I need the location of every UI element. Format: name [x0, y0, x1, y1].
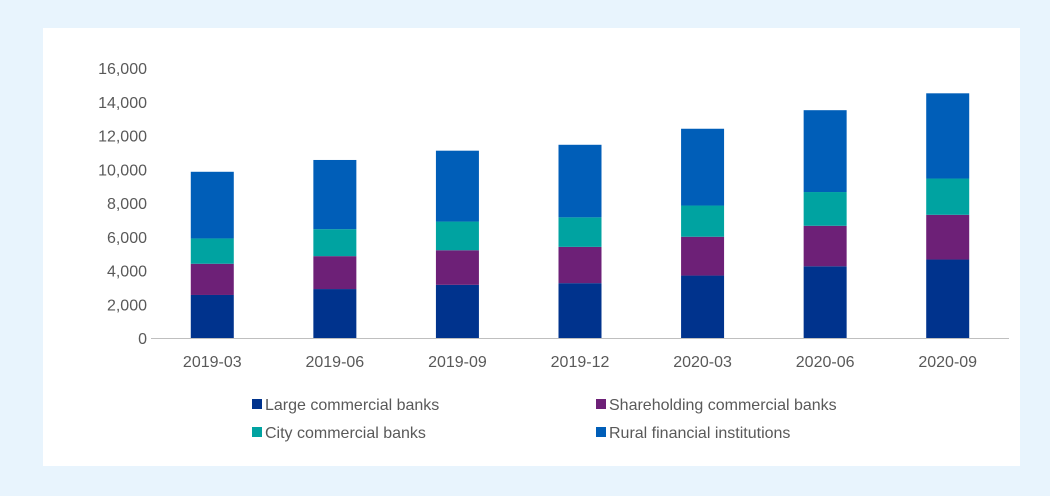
bar-segment-shareholding-commercial-banks	[558, 246, 602, 284]
bar-segment-shareholding-commercial-banks	[313, 256, 357, 290]
legend-label: Shareholding commercial banks	[609, 397, 837, 414]
bar-segment-rural-financial-institutions	[926, 93, 970, 179]
y-tick-label: 16,000	[98, 61, 147, 78]
bar-segment-rural-financial-institutions	[313, 159, 357, 230]
bar-segment-city-commercial-banks	[926, 178, 970, 215]
bar-segment-rural-financial-institutions	[435, 150, 479, 222]
bar-segment-shareholding-commercial-banks	[435, 250, 479, 285]
bar-segment-shareholding-commercial-banks	[190, 263, 234, 295]
bar-segment-large-commercial-banks	[558, 283, 602, 338]
bar-segment-large-commercial-banks	[803, 266, 847, 338]
legend-swatch	[596, 427, 606, 437]
x-tick-label: 2020-03	[673, 354, 732, 371]
bar-segment-city-commercial-banks	[190, 238, 234, 264]
y-tick-label: 4,000	[107, 264, 147, 281]
bar-segment-city-commercial-banks	[681, 205, 725, 237]
y-tick-label: 0	[138, 331, 147, 348]
bar-segment-rural-financial-institutions	[803, 110, 847, 193]
stacked-bar-chart: 0 2,000 4,000 6,000 8,000 10,000 12,000 14,000 1…	[98, 61, 1009, 442]
y-tick-label: 8,000	[107, 196, 147, 213]
y-tick-label: 10,000	[98, 162, 147, 179]
bar-segment-shareholding-commercial-banks	[926, 214, 970, 260]
bar-segment-large-commercial-banks	[190, 294, 234, 338]
bar-segment-city-commercial-banks	[558, 217, 602, 247]
x-tick-label: 2020-09	[918, 354, 977, 371]
bar-segment-large-commercial-banks	[926, 259, 970, 338]
legend-item: Shareholding commercial banks	[596, 397, 837, 414]
y-tick-label: 2,000	[107, 297, 147, 314]
bar-segment-shareholding-commercial-banks	[681, 236, 725, 276]
y-tick-label: 12,000	[98, 129, 147, 146]
x-tick-label: 2019-03	[183, 354, 242, 371]
legend-label: Large commercial banks	[265, 397, 439, 414]
bar-segment-city-commercial-banks	[313, 229, 357, 257]
bar-segment-rural-financial-institutions	[558, 144, 602, 218]
y-tick-label: 14,000	[98, 95, 147, 112]
legend-swatch	[252, 427, 262, 437]
legend-swatch	[596, 399, 606, 409]
bar-segment-large-commercial-banks	[435, 284, 479, 338]
legend: Large commercial banks Shareholding comme…	[252, 397, 837, 442]
y-tick-label: 6,000	[107, 230, 147, 247]
bar-segment-large-commercial-banks	[681, 275, 725, 338]
bar-segment-rural-financial-institutions	[190, 171, 234, 239]
legend-label: Rural financial institutions	[609, 425, 790, 442]
bar-segment-rural-financial-institutions	[681, 128, 725, 206]
legend-item: Rural financial institutions	[596, 425, 790, 442]
bar-series	[190, 93, 970, 338]
bar-segment-city-commercial-banks	[435, 221, 479, 251]
legend-swatch	[252, 399, 262, 409]
legend-label: City commercial banks	[265, 425, 426, 442]
x-tick-label: 2019-06	[305, 354, 364, 371]
x-axis-labels: 2019-03 2019-06 2019-09 2019-12 2020-03 2020-…	[183, 354, 977, 371]
bar-segment-city-commercial-banks	[803, 192, 847, 226]
y-axis-labels: 0 2,000 4,000 6,000 8,000 10,000 12,000 14,000 1…	[98, 61, 147, 348]
chart-panel: 0 2,000 4,000 6,000 8,000 10,000 12,000 14,000 1…	[43, 28, 1020, 466]
x-tick-label: 2019-09	[428, 354, 487, 371]
x-tick-label: 2019-12	[551, 354, 610, 371]
bar-segment-large-commercial-banks	[313, 289, 357, 338]
legend-item: City commercial banks	[252, 425, 426, 442]
bar-segment-shareholding-commercial-banks	[803, 225, 847, 267]
legend-item: Large commercial banks	[252, 397, 439, 414]
x-tick-label: 2020-06	[796, 354, 855, 371]
